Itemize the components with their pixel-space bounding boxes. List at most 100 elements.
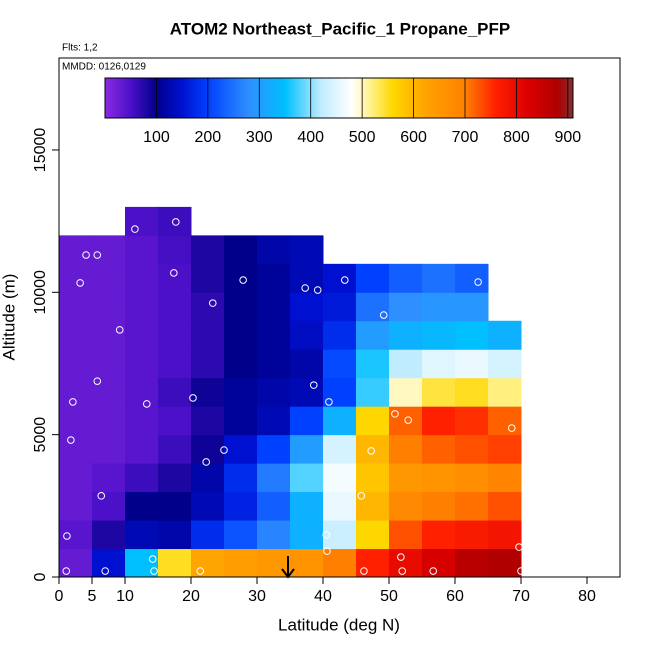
heat-cell (356, 548, 390, 578)
heat-cell (290, 320, 324, 350)
heat-cell (323, 520, 357, 550)
heat-cell (224, 463, 258, 493)
y-tick-label: 10000 (32, 270, 49, 315)
heat-cell (356, 463, 390, 493)
heat-cell (389, 377, 423, 407)
heat-cell (290, 235, 324, 265)
heat-cell (290, 434, 324, 464)
heat-cell (422, 520, 456, 550)
sample-point (220, 446, 228, 454)
heat-cell (59, 235, 93, 265)
sample-point (360, 567, 368, 575)
x-tick-label: 5 (88, 588, 97, 605)
x-tick-label: 60 (446, 588, 464, 605)
sample-point (208, 299, 217, 307)
heat-cell (191, 292, 225, 322)
heat-cell (323, 292, 357, 322)
x-tick-label: 70 (512, 588, 530, 605)
heat-cell (158, 235, 192, 265)
sample-point (515, 543, 523, 551)
heat-cell (191, 520, 225, 550)
heat-cell (191, 463, 225, 493)
heat-cell (158, 206, 192, 236)
heat-cell (488, 548, 522, 578)
heat-cell (422, 320, 456, 350)
heat-cell (257, 349, 291, 379)
heat-cell (125, 206, 159, 236)
flight-arrow (281, 556, 295, 579)
sample-point (170, 269, 178, 277)
heat-cell (488, 434, 522, 464)
heat-cell (224, 520, 258, 550)
heat-cell (191, 235, 225, 265)
heat-cell (422, 491, 456, 521)
heat-cell (224, 292, 258, 322)
heat-cell (125, 292, 159, 322)
heat-cell (422, 406, 456, 436)
chart-title: ATOM2 Northeast_Pacific_1 Propane_PFP (170, 19, 510, 38)
heat-cell (290, 548, 324, 578)
sample-point (76, 279, 84, 287)
y-tick-label: 0 (32, 572, 49, 581)
heat-cell (59, 263, 93, 293)
heat-cell (224, 548, 258, 578)
heat-cell (323, 548, 357, 578)
heat-cell (356, 491, 390, 521)
sample-point (429, 567, 438, 575)
heat-cell (92, 320, 126, 350)
heat-cell (323, 377, 357, 407)
heat-cell (224, 434, 258, 464)
heat-cell (92, 235, 126, 265)
sample-point (63, 532, 71, 540)
heat-cell (158, 434, 192, 464)
sample-point (239, 276, 247, 284)
heat-cell (59, 406, 93, 436)
sample-point (301, 284, 309, 292)
heat-cell (257, 406, 291, 436)
heat-cell (191, 349, 225, 379)
heat-cell (158, 292, 192, 322)
heat-cell (290, 349, 324, 379)
heat-cell (59, 292, 93, 322)
sample-point (189, 394, 197, 402)
sample-point (82, 251, 90, 259)
heat-cell (356, 434, 390, 464)
heat-cell (92, 377, 126, 407)
sample-point (131, 225, 139, 233)
heat-cell (488, 406, 522, 436)
heat-cell (356, 377, 390, 407)
heat-cell (158, 263, 192, 293)
x-tick-label: 40 (314, 588, 332, 605)
heat-cell (356, 406, 390, 436)
heat-cell (389, 320, 423, 350)
heat-cell (92, 548, 126, 578)
heat-cell (323, 406, 357, 436)
sample-point (115, 326, 124, 334)
heat-cell (455, 349, 489, 379)
heat-cell (158, 548, 192, 578)
heat-cell (59, 520, 93, 550)
heat-cell (356, 520, 390, 550)
colorbar-tick-label: 900 (555, 129, 582, 146)
heat-cell (257, 463, 291, 493)
heat-cell (191, 263, 225, 293)
heat-cell (455, 434, 489, 464)
heat-cell (389, 292, 423, 322)
heat-cell (191, 377, 225, 407)
heat-cell (59, 349, 93, 379)
heat-cell (125, 520, 159, 550)
heat-cell (257, 292, 291, 322)
sample-point (150, 567, 158, 575)
heat-cell (488, 520, 522, 550)
heat-cell (389, 434, 423, 464)
heat-cell (389, 263, 423, 293)
heat-cell (290, 377, 324, 407)
heat-cell (488, 463, 522, 493)
x-tick-label: 10 (116, 588, 134, 605)
heat-cell (422, 463, 456, 493)
sample-point (398, 567, 407, 575)
sample-point (357, 492, 366, 500)
heat-cell (158, 520, 192, 550)
y-axis-label: Altitude (m) (0, 274, 18, 361)
